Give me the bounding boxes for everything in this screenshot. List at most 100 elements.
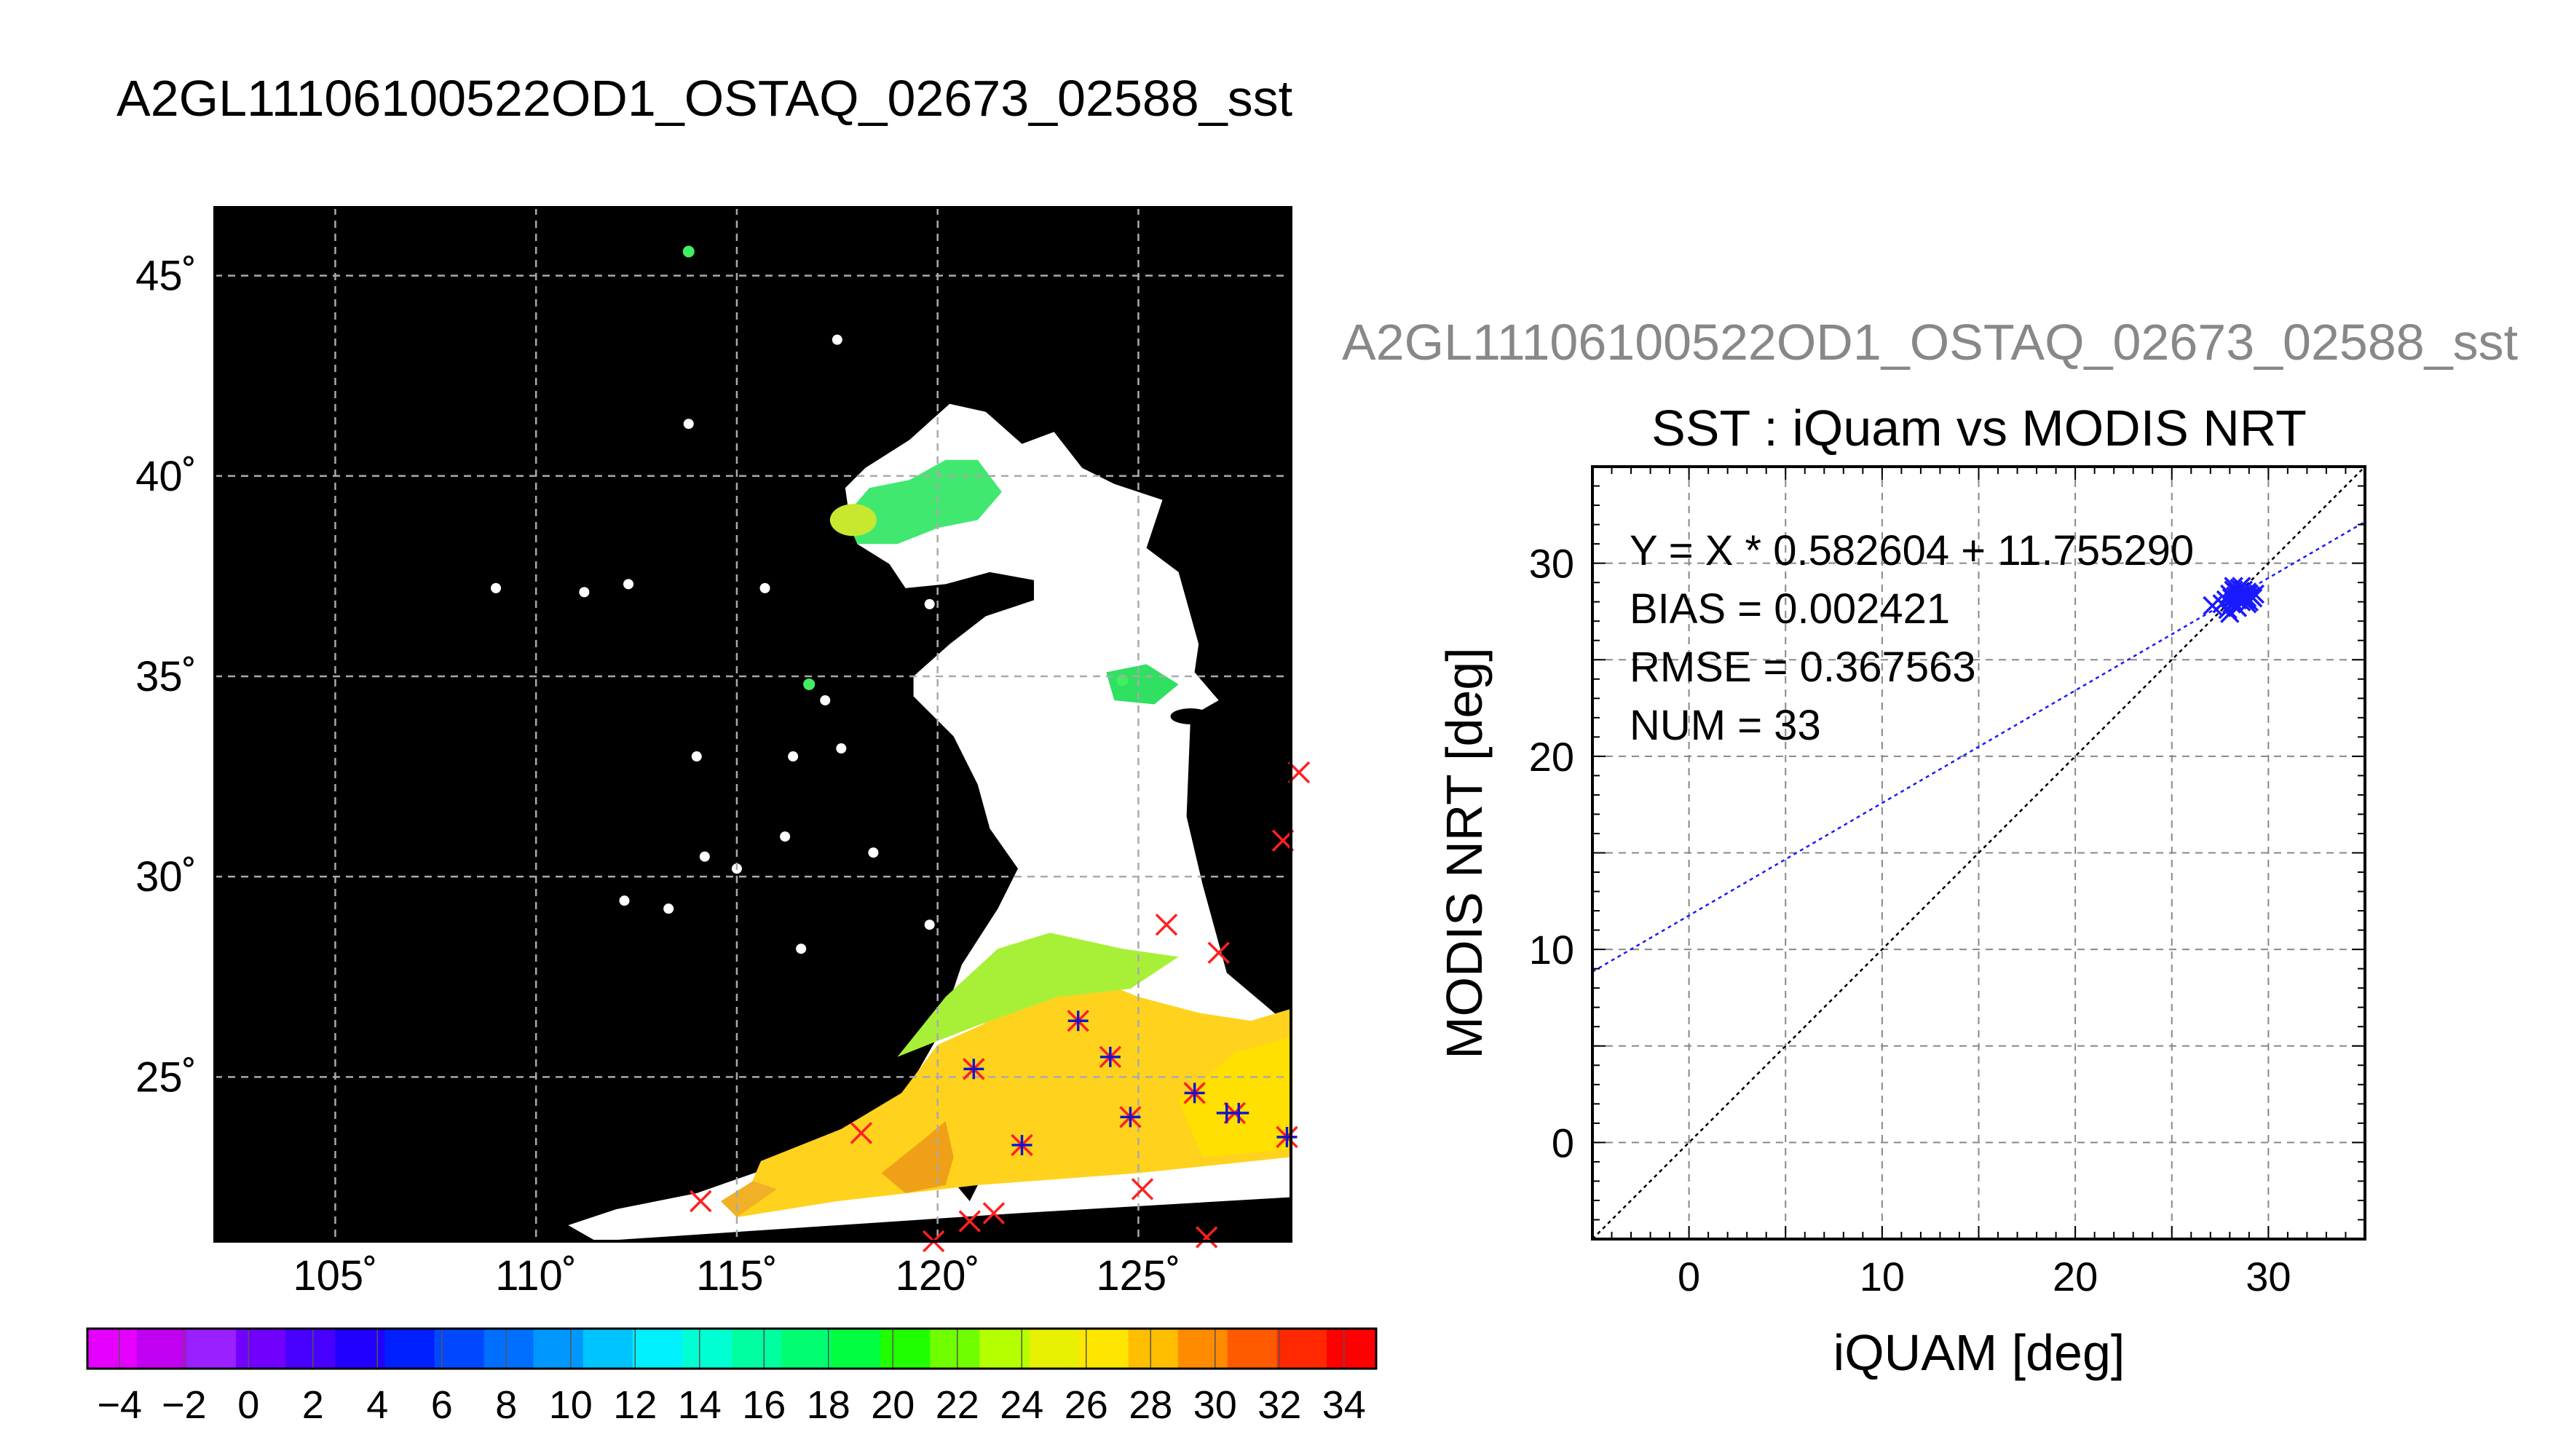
cloud-speck [836,743,847,754]
scatter-x-tick-label: 30 [2246,1254,2291,1299]
scatter-grid [1592,467,2365,1239]
colorbar-tick-label: 4 [366,1383,388,1427]
scatter-x-tick-labels: 0 10 20 30 [1678,1254,2291,1299]
sst-speck [682,245,695,258]
map-x-tick-labels: 105˚ 110˚ 115˚ 120˚ 125˚ [293,1252,1180,1299]
map-y-tick-label: 45˚ [135,253,197,300]
scatter-annotations: Y = X * 0.582604 + 11.755290 BIAS = 0.002… [1630,527,2194,749]
matchup-marker-x [982,1202,1006,1224]
scatter-y-tick-label: 0 [1552,1120,1574,1166]
cloud-speck [579,587,590,598]
colorbar-tick-label: 6 [431,1383,453,1427]
cloud-speck [820,695,831,705]
matchup-marker-star [1067,1010,1089,1032]
cloud-speck [796,943,807,954]
scatter-x-tick-label: 20 [2053,1254,2098,1299]
matchup-marker-star [1228,1102,1249,1123]
colorbar-tick-label: 8 [495,1383,517,1427]
colorbar-cell [1128,1329,1179,1369]
scatter-annotation: Y = X * 0.582604 + 11.755290 [1630,527,2194,574]
colorbar-cell [781,1329,832,1369]
sst-kuroshio-east [1178,1037,1291,1158]
colorbar-tick-label: 20 [871,1383,915,1427]
matchup-marker-x [1131,1178,1154,1200]
colorbar-cell [384,1329,435,1369]
map-x-tick-label: 110˚ [495,1252,577,1299]
sst-north-taiwan-coast [897,933,1179,1057]
scatter-file-title: A2GL11106100522OD1_OSTAQ_02673_02588_sst [1342,314,2519,371]
colorbar-tick-label: 22 [936,1383,979,1427]
colorbar-cell [1326,1329,1377,1369]
sst-bohai-warm [829,504,877,537]
sst-field [682,245,1291,1217]
scatter-y-tick-labels: 0 10 20 30 [1529,541,1574,1166]
colorbar-cell [137,1329,187,1369]
scatter-y-tick-label: 20 [1529,734,1574,780]
colorbar-tick-label: 16 [742,1383,786,1427]
colorbar-tick-label: 18 [807,1383,850,1427]
cloud-speck [643,1216,654,1227]
colorbar-tick-label: −2 [162,1383,207,1427]
colorbar-tick-label: 2 [302,1383,324,1427]
matchup-marker-star [1184,1083,1205,1104]
sst-coastal-patch [720,1181,778,1217]
cloud-speck [619,895,630,906]
map-y-tick-labels: 25˚ 30˚ 35˚ 40˚ 45˚ [135,253,197,1101]
matchup-marker-x [1195,1226,1218,1249]
scatter-point [2232,577,2251,596]
cloud-speck [699,851,710,862]
colorbar-cell [236,1329,287,1369]
scatter-annotation: RMSE = 0.367563 [1630,644,1976,691]
cloud-speck [663,903,674,914]
colorbar-tick-label: 28 [1129,1383,1172,1427]
colorbar-cell [1177,1329,1228,1369]
map-plot-area [213,206,1311,1253]
colorbar-tick-labels: −4 −2 0 2 4 6 8 10 12 14 16 18 20 22 24 26 28 30 32 34 [97,1329,1366,1427]
map-x-tick-label: 120˚ [896,1252,980,1299]
cloud-speck [788,751,799,762]
matchup-marker-x [1207,941,1230,964]
matchup-marker-star [1120,1107,1141,1128]
sst-speck [803,678,816,690]
map-grid [215,207,1291,1241]
colorbar-tick-label: 34 [1322,1383,1366,1427]
cloud-speck [683,419,694,430]
map-frame [213,206,1292,1243]
scatter-x-label: iQUAM [deg] [1833,1324,2125,1381]
scatter-point [2224,577,2243,596]
scatter-point [2227,598,2248,617]
map-y-tick-label: 40˚ [135,453,197,500]
colorbar-tick-label: 30 [1193,1383,1237,1427]
colorbar-tick-label: 12 [613,1383,657,1427]
sst-yellow-sea-patch [1106,664,1179,705]
colorbar-tick-label: 10 [549,1383,593,1427]
colorbar-cell [1029,1329,1080,1369]
scatter-point [2245,584,2265,604]
colorbar-cell [930,1329,981,1369]
matchup-marker-x [690,1190,712,1213]
colorbar-tick-label: 26 [1065,1383,1108,1427]
map-x-tick-label: 125˚ [1096,1252,1180,1299]
scatter-x-tick-label: 0 [1678,1254,1700,1299]
map-y-tick-label: 35˚ [135,653,197,700]
cloud-speck [623,579,634,590]
colorbar-cell [732,1329,782,1369]
colorbar-tick-label: 14 [678,1383,722,1427]
scatter-annotation: NUM = 33 [1630,702,1821,749]
colorbar-cell [583,1329,633,1369]
sst-taiwan-strait [881,1120,954,1193]
scatter-annotation: BIAS = 0.002421 [1630,585,1950,633]
colorbar-cell [533,1329,584,1369]
matchup-markers [690,761,1311,1253]
colorbar-cell [87,1329,138,1369]
matchup-marker-star [963,1059,984,1080]
colorbar-cell [880,1329,931,1369]
cloud-speck [491,582,502,593]
colorbar-cell [632,1329,683,1369]
cloud-speck [691,751,702,762]
cloud-speck [924,598,935,609]
matchup-marker-x [850,1122,873,1144]
scatter-y-tick-label: 10 [1529,927,1574,973]
